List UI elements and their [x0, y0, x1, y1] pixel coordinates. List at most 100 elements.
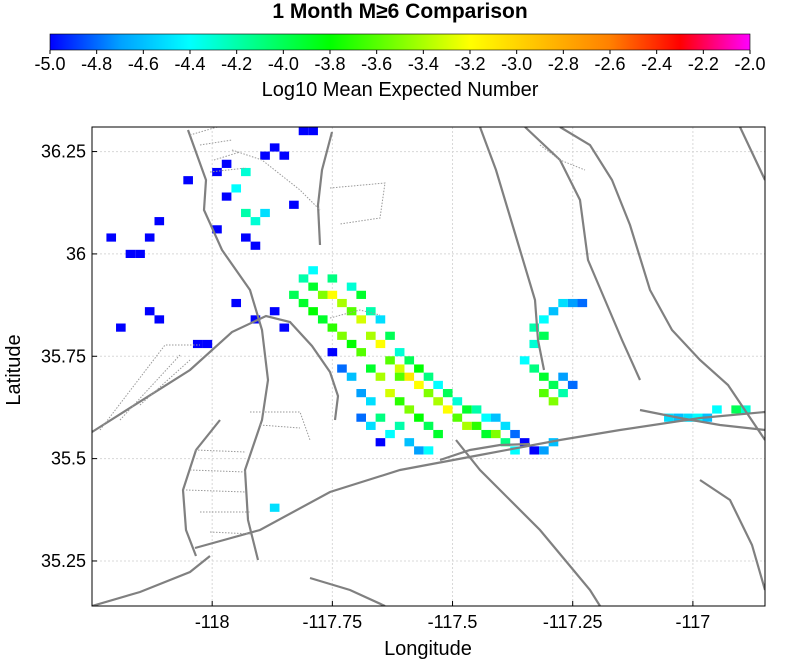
heatmap-cell — [298, 127, 309, 136]
minor-fault-4 — [99, 344, 200, 431]
garlock-fault — [194, 410, 765, 550]
heatmap-cell — [366, 307, 376, 316]
heatmap-cell — [375, 339, 386, 349]
y-tick-label: 35.5 — [51, 449, 86, 469]
heatmap-cell — [269, 307, 280, 316]
heatmap-cell — [481, 413, 491, 422]
heatmap-cell — [135, 249, 145, 259]
heatmap-cell — [548, 380, 559, 390]
heatmap-cell — [337, 331, 347, 340]
heatmap-cell — [346, 372, 357, 381]
heatmap-cell — [231, 184, 242, 193]
colorbar-ticks: -5.0 -4.8 -4.6 -4.4 -4.2 -4.0 -3.8 -3.6 -3.4 -3.2… — [34, 50, 766, 74]
colorbar-tick-label: -2.2 — [688, 54, 719, 74]
heatmap-cell — [558, 298, 568, 308]
heatmap-cell — [337, 364, 347, 373]
colorbar-label: Log10 Mean Expected Number — [261, 79, 539, 101]
heatmap-cell — [366, 331, 376, 340]
heatmap-cell — [289, 200, 299, 209]
heatmap-cell — [279, 323, 290, 332]
heatmap-cell — [577, 298, 588, 308]
heatmap-cell — [558, 389, 568, 398]
heatmap-cell — [154, 217, 165, 226]
heatmap-cell — [269, 503, 280, 512]
heatmap-cell — [317, 315, 328, 324]
fault-line-south-1 — [92, 555, 211, 606]
colorbar-tick-label: -5.0 — [34, 54, 65, 74]
heatmap-cell — [404, 438, 415, 447]
x-tick-label: -118 — [195, 612, 230, 632]
colorbar-gradient-bar — [49, 33, 751, 51]
heatmap-cell — [375, 413, 386, 422]
heatmap-cell — [414, 446, 424, 455]
heatmap-cell — [433, 380, 443, 390]
heatmap-cell — [366, 397, 376, 406]
heatmap-cell — [490, 413, 501, 422]
heatmap-cell — [106, 233, 117, 242]
heatmap-cell — [529, 446, 540, 455]
heatmap-cell — [241, 167, 251, 177]
heatmap-cell — [192, 339, 203, 349]
heatmap-cell — [308, 266, 318, 275]
minor-fault-2 — [231, 149, 321, 211]
heatmap-cell — [337, 298, 347, 308]
heatmap-cell — [519, 438, 530, 447]
fault-line-east-2 — [559, 127, 765, 441]
heatmap-cell — [731, 405, 741, 414]
heatmap-cell — [250, 241, 261, 250]
heatmap-cell — [212, 225, 222, 234]
heatmap-cell — [442, 389, 453, 398]
heatmap-cell — [144, 307, 155, 316]
heatmap-cell — [366, 421, 376, 430]
heatmap-cell — [250, 315, 261, 324]
heatmap-cell — [260, 151, 270, 160]
fault-lines — [92, 127, 765, 606]
x-tick-label: -117 — [676, 612, 711, 632]
heatmap-cell — [423, 421, 434, 430]
fault-line-south-4 — [699, 479, 765, 591]
y-tick-label: 36 — [66, 244, 86, 264]
colorbar-tick-label: -3.8 — [314, 54, 345, 74]
heatmap-cell — [394, 364, 405, 373]
fault-line-central — [439, 442, 531, 462]
heatmap-cell — [423, 372, 434, 381]
colorbar-tick-label: -4.0 — [268, 54, 299, 74]
heatmap-cell — [327, 274, 338, 283]
heatmap-cell — [375, 372, 386, 381]
x-axis-ticks: -118 -117.75 -117.5 -117.25 -117 — [195, 601, 710, 632]
heatmap-cell — [683, 413, 693, 422]
heatmap-cell — [317, 290, 328, 299]
minor-fault-8 — [329, 309, 381, 319]
heatmap-cell — [452, 413, 463, 422]
heatmap-cell — [327, 290, 338, 299]
minor-fault-5 — [185, 449, 253, 535]
map-title: 1 Month M≥6 Comparison — [272, 0, 528, 23]
heatmap-cell — [260, 208, 270, 218]
fault-line-south-3 — [455, 439, 601, 606]
heatmap-cell — [404, 405, 415, 414]
heatmap-cell — [125, 249, 136, 259]
heatmap-cell — [394, 397, 405, 406]
heatmap-cell — [423, 389, 434, 398]
heatmap-cell — [356, 290, 367, 299]
colorbar-tick-label: -3.4 — [408, 54, 439, 74]
heatmap-cell — [510, 446, 520, 455]
heatmap-cell — [558, 372, 568, 381]
heatmap-cell — [539, 446, 549, 455]
heatmap-cell — [231, 298, 242, 308]
heatmap-cell — [212, 167, 222, 177]
heatmap-cell — [539, 315, 549, 324]
heatmap-cell — [519, 356, 530, 365]
x-axis-title: Longitude — [384, 638, 472, 660]
heatmap-cell — [471, 405, 482, 414]
heatmap-cell — [269, 143, 280, 152]
heatmap-cell — [183, 176, 193, 185]
heatmap-cell — [346, 307, 357, 316]
heatmap-cell — [500, 438, 511, 447]
heatmap-cell — [202, 339, 213, 349]
heatmap-cell — [404, 372, 415, 381]
heatmap-cell — [529, 339, 540, 349]
y-axis-title: Latitude — [3, 334, 25, 405]
heatmap-cell — [385, 389, 395, 398]
fault-line-west-2 — [186, 129, 270, 561]
